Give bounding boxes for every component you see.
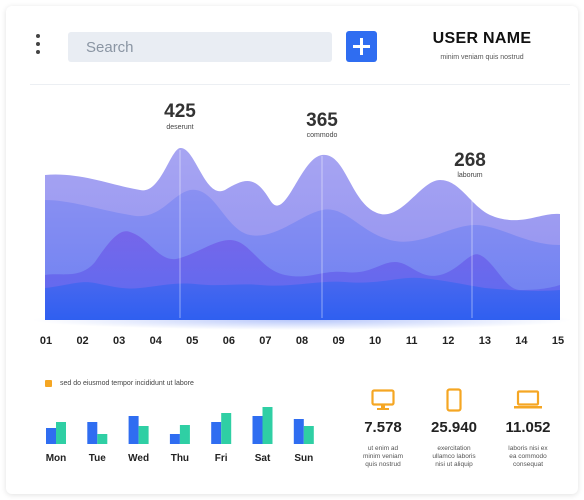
peak-value: 365 — [306, 110, 338, 131]
day-label: Wed — [128, 453, 150, 464]
peak-label: deserunt — [166, 124, 194, 131]
add-button[interactable] — [346, 31, 377, 62]
peak-label: laborum — [457, 172, 483, 179]
legend-marker — [45, 380, 52, 387]
peak-label: commodo — [306, 132, 338, 139]
stat-value: 7.578 — [364, 419, 402, 436]
peak-value: 268 — [454, 150, 486, 171]
laptop-icon — [514, 390, 542, 409]
stat-description: ut enim ad minim veniam quis nostrud — [362, 445, 404, 468]
x-tick-label: 07 — [259, 335, 272, 347]
x-tick-label: 12 — [442, 335, 455, 347]
bar-series-2 — [262, 407, 273, 444]
header-divider — [30, 84, 570, 85]
day-label: Sun — [294, 453, 314, 464]
x-tick-label: 05 — [186, 335, 199, 347]
x-tick-label: 11 — [405, 335, 418, 347]
bar-series-2 — [303, 426, 314, 444]
more-menu-icon[interactable] — [34, 34, 42, 58]
x-tick-label: 14 — [515, 335, 528, 347]
stat-description: laboris nisi ex ea commodo consequat — [508, 445, 548, 468]
x-axis: 01 02 03 04 05 06 07 08 09 10 11 12 13 14 15 — [30, 335, 570, 349]
bar-series-1 — [169, 434, 180, 444]
day-label: Tue — [88, 453, 106, 464]
legend-text: sed do eiusmod tempor incididunt ut labo… — [60, 380, 194, 387]
day-label: Mon — [45, 453, 67, 464]
bar-series-2 — [221, 413, 232, 444]
bar-series-1 — [87, 422, 98, 444]
area-series-4 — [45, 277, 560, 320]
bar-series-1 — [252, 416, 263, 444]
x-tick-label: 02 — [76, 335, 89, 347]
stat-description: exercitation ullamco laboris nisi ut ali… — [432, 445, 476, 468]
phone-icon — [446, 388, 462, 412]
stat-value: 25.940 — [431, 419, 477, 436]
user-subtitle: minim veniam quis nostrud — [440, 54, 524, 61]
user-name: USER NAME — [432, 30, 532, 47]
day-label: Thu — [170, 453, 190, 464]
x-tick-label: 06 — [222, 335, 235, 347]
bar-series-2 — [179, 425, 190, 444]
x-tick-label: 08 — [295, 335, 309, 347]
x-tick-label: 13 — [478, 335, 491, 347]
bar-series-1 — [293, 419, 304, 444]
bar-series-2 — [97, 434, 108, 444]
peak-value: 425 — [164, 101, 196, 122]
x-tick-label: 10 — [369, 335, 382, 347]
search-input[interactable] — [68, 32, 332, 62]
bar-series-2 — [138, 426, 149, 444]
bar-series-1 — [46, 428, 56, 444]
monitor-icon — [371, 389, 395, 410]
day-label: Fri — [214, 453, 228, 464]
bar-series-1 — [211, 422, 222, 444]
bar-series-1 — [128, 416, 139, 444]
area-chart — [32, 147, 572, 330]
stat-value: 11.052 — [505, 419, 551, 436]
bar-series-2 — [56, 422, 66, 444]
x-tick-label: 01 — [39, 335, 53, 347]
x-tick-label: 03 — [113, 335, 126, 347]
x-tick-label: 04 — [149, 335, 162, 347]
day-label: Sat — [254, 453, 271, 464]
x-tick-label: 09 — [332, 335, 345, 347]
x-tick-label: 15 — [551, 335, 565, 347]
